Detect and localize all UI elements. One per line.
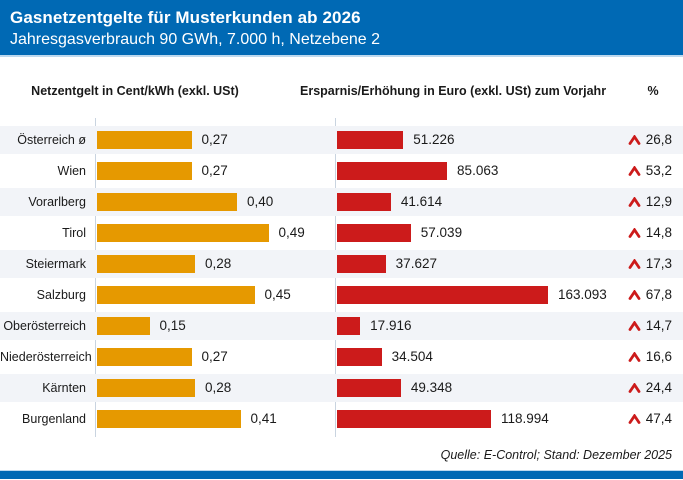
region-label: Vorarlberg: [28, 195, 86, 209]
netzentgelt-value: 0,15: [159, 318, 186, 333]
increase-arrow-icon: [627, 281, 642, 309]
netzentgelt-bar: [97, 131, 192, 149]
netzentgelt-bar: [97, 286, 255, 304]
ersparnis-bar: [337, 224, 411, 242]
netzentgelt-value: 0,27: [201, 349, 228, 364]
netzentgelt-value: 0,28: [205, 256, 232, 271]
netzentgelt-value: 0,27: [201, 132, 228, 147]
source-note: Quelle: E-Control; Stand: Dezember 2025: [440, 448, 672, 462]
netzentgelt-bar: [97, 193, 237, 211]
ersparnis-bar: [337, 193, 391, 211]
percent-value: 12,9: [645, 194, 672, 209]
ersparnis-bar: [337, 131, 404, 149]
netzentgelt-bar: [97, 224, 269, 242]
chart-title: Gasnetzentgelte für Musterkunden ab 2026: [10, 8, 361, 27]
chart-row: Vorarlberg 0,40 41.614 12,9: [0, 188, 683, 216]
netzentgelt-bar: [97, 317, 150, 335]
ersparnis-value: 85.063: [457, 163, 499, 178]
chart-row: Oberösterreich 0,15 17.916 14,7: [0, 312, 683, 340]
percent-value: 26,8: [645, 132, 672, 147]
footer-bar: [0, 470, 683, 479]
percent-value: 24,4: [645, 380, 672, 395]
region-label: Oberösterreich: [3, 319, 86, 333]
region-label: Burgenland: [22, 412, 86, 426]
column-header-netzentgelt: Netzentgelt in Cent/kWh (exkl. USt): [31, 84, 239, 98]
netzentgelt-value: 0,27: [201, 163, 228, 178]
ersparnis-value: 51.226: [413, 132, 455, 147]
ersparnis-value: 37.627: [395, 256, 437, 271]
increase-arrow-icon: [627, 374, 642, 402]
percent-value: 47,4: [645, 411, 672, 426]
chart-row: Tirol 0,49 57.039 14,8: [0, 219, 683, 247]
netzentgelt-bar: [97, 410, 241, 428]
percent-value: 53,2: [645, 163, 672, 178]
increase-arrow-icon: [627, 219, 642, 247]
chart-row: Wien 0,27 85.063 53,2: [0, 157, 683, 185]
increase-arrow-icon: [627, 157, 642, 185]
percent-value: 14,7: [645, 318, 672, 333]
ersparnis-value: 163.093: [558, 287, 607, 302]
netzentgelt-value: 0,49: [278, 225, 305, 240]
netzentgelt-value: 0,28: [205, 380, 232, 395]
region-label: Österreich ø: [17, 133, 86, 147]
netzentgelt-value: 0,41: [250, 411, 277, 426]
region-label: Salzburg: [36, 288, 86, 302]
percent-value: 67,8: [645, 287, 672, 302]
ersparnis-value: 49.348: [410, 380, 453, 395]
increase-arrow-icon: [627, 312, 642, 340]
ersparnis-value: 118.994: [500, 411, 549, 426]
bar-chart: Österreich ø 0,27 51.226 26,8 Wien 0,27 …: [0, 118, 683, 437]
increase-arrow-icon: [627, 405, 642, 433]
chart-row: Steiermark 0,28 37.627 17,3: [0, 250, 683, 278]
ersparnis-value: 57.039: [420, 225, 463, 240]
percent-value: 16,6: [645, 349, 672, 364]
netzentgelt-value: 0,45: [264, 287, 291, 302]
netzentgelt-bar: [97, 162, 192, 180]
ersparnis-bar: [337, 286, 548, 304]
ersparnis-bar: [337, 410, 491, 428]
chart-rows: Österreich ø 0,27 51.226 26,8 Wien 0,27 …: [0, 126, 683, 436]
ersparnis-bar: [337, 255, 386, 273]
column-header-percent: %: [647, 84, 659, 98]
netzentgelt-bar: [97, 348, 192, 366]
percent-value: 17,3: [645, 256, 672, 271]
chart-row: Burgenland 0,41 118.994 47,4: [0, 405, 683, 433]
header-banner: Gasnetzentgelte für Musterkunden ab 2026…: [0, 0, 683, 57]
ersparnis-value: 41.614: [400, 194, 443, 209]
ersparnis-value: 34.504: [391, 349, 433, 364]
increase-arrow-icon: [627, 343, 642, 371]
chart-row: Österreich ø 0,27 51.226 26,8: [0, 126, 683, 154]
ersparnis-value: 17.916: [370, 318, 412, 333]
ersparnis-bar: [337, 379, 401, 397]
column-header-ersparnis: Ersparnis/Erhöhung in Euro (exkl. USt) z…: [300, 84, 607, 98]
ersparnis-bar: [337, 317, 361, 335]
netzentgelt-bar: [97, 379, 195, 397]
chart-row: Kärnten 0,28 49.348 24,4: [0, 374, 683, 402]
chart-subtitle: Jahresgasverbrauch 90 GWh, 7.000 h, Netz…: [10, 31, 380, 48]
increase-arrow-icon: [627, 126, 642, 154]
region-label: Tirol: [62, 226, 86, 240]
increase-arrow-icon: [627, 250, 642, 278]
ersparnis-bar: [337, 348, 382, 366]
region-label: Kärnten: [42, 381, 86, 395]
ersparnis-bar: [337, 162, 448, 180]
percent-value: 14,8: [645, 225, 672, 240]
increase-arrow-icon: [627, 188, 642, 216]
netzentgelt-value: 0,40: [247, 194, 274, 209]
chart-row: Salzburg 0,45 163.093 67,8: [0, 281, 683, 309]
region-label: Steiermark: [25, 257, 86, 271]
region-label: Wien: [57, 164, 86, 178]
chart-row: Niederösterreich 0,27 34.504 16,6: [0, 343, 683, 371]
column-headers: Netzentgelt in Cent/kWh (exkl. USt) Ersp…: [0, 84, 683, 102]
netzentgelt-bar: [97, 255, 195, 273]
region-label: Niederösterreich: [0, 350, 92, 364]
